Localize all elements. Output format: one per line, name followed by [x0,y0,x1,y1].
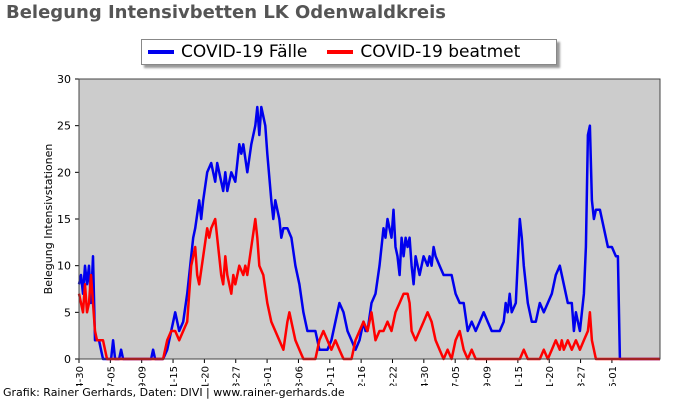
x-tick-label: 08-06 [294,366,305,386]
legend-item-cases: COVID-19 Fälle [148,42,307,62]
x-tick-label: 09-09 [138,366,149,386]
x-tick-label: 04-30 [420,366,431,386]
y-tick-label: 30 [57,73,71,86]
y-axis-label: Belegung Intensivstationen [42,144,55,295]
legend-swatch-cases [148,50,174,54]
x-tick-label: 01-20 [200,366,211,386]
x-tick-label: 03-27 [577,366,588,386]
y-tick-label: 25 [57,120,71,133]
chart-svg: 0 5 10 15 20 25 30 Belegung Intensivstationen 04… [42,73,661,386]
x-tick-label: 04-30 [75,366,86,386]
x-tick-label: 10-11 [326,366,337,386]
y-tick-label: 10 [57,260,71,273]
legend: COVID-19 Fälle COVID-19 beatmet [141,39,557,65]
x-tick-label: 06-01 [608,366,619,386]
legend-swatch-ventilated [327,50,354,54]
y-tick-label: 0 [64,353,71,366]
credit-footer: Grafik: Rainer Gerhards, Daten: DIVI | w… [3,386,345,399]
x-tick-label: 11-15 [169,366,180,386]
y-tick-label: 15 [57,213,71,226]
x-tick-label: 09-09 [483,366,494,386]
x-tick-label: 01-20 [545,366,556,386]
legend-item-ventilated: COVID-19 beatmet [327,42,520,62]
x-tick-label: 02-22 [388,366,399,386]
y-tick-label: 5 [64,306,71,319]
x-tick-label: 11-15 [514,366,525,386]
x-tick-label: 06-01 [263,366,274,386]
legend-label-cases: COVID-19 Fälle [181,42,308,62]
legend-label-ventilated: COVID-19 beatmet [360,42,521,62]
x-tick-label: 07-05 [106,366,117,386]
chart-title: Belegung Intensivbetten LK Odenwaldkreis [6,2,446,23]
y-tick-label: 20 [57,166,71,179]
x-tick-label: 03-27 [232,366,243,386]
plot-frame [78,78,661,360]
x-tick-label: 07-05 [451,366,462,386]
x-tick-label: 12-16 [357,366,368,386]
